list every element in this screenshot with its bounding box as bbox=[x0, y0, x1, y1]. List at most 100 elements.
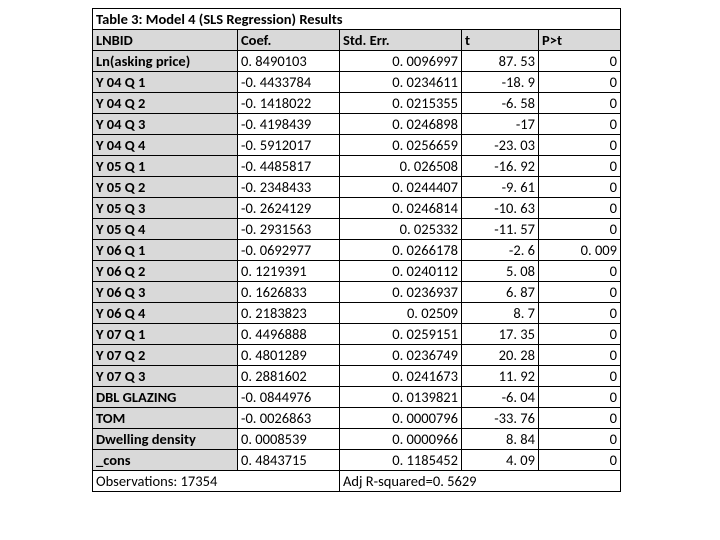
row-t: 8. 7 bbox=[462, 303, 539, 324]
row-se: 0. 0241673 bbox=[340, 366, 462, 387]
row-se: 0. 0240112 bbox=[340, 261, 462, 282]
table-row: Y 07 Q 30. 28816020. 024167311. 920 bbox=[93, 366, 621, 387]
row-coef: -0. 2624129 bbox=[238, 198, 340, 219]
row-var: Y 06 Q 4 bbox=[93, 303, 238, 324]
table-row: TOM-0. 00268630. 0000796-33. 760 bbox=[93, 408, 621, 429]
row-var: Y 06 Q 3 bbox=[93, 282, 238, 303]
row-coef: 0. 4801289 bbox=[238, 345, 340, 366]
row-coef: -0. 5912017 bbox=[238, 135, 340, 156]
col-var: LNBID bbox=[93, 30, 238, 51]
row-var: Y 06 Q 2 bbox=[93, 261, 238, 282]
row-p: 0 bbox=[539, 324, 621, 345]
row-se: 0. 025332 bbox=[340, 219, 462, 240]
row-coef: 0. 4843715 bbox=[238, 450, 340, 471]
row-p: 0 bbox=[539, 135, 621, 156]
row-t: 17. 35 bbox=[462, 324, 539, 345]
row-var: Y 05 Q 2 bbox=[93, 177, 238, 198]
table-row: Y 06 Q 40. 21838230. 025098. 70 bbox=[93, 303, 621, 324]
row-coef: -0. 0692977 bbox=[238, 240, 340, 261]
table-row: Ln(asking price)0. 84901030. 009699787. … bbox=[93, 51, 621, 72]
table-row: Y 05 Q 1-0. 44858170. 026508-16. 920 bbox=[93, 156, 621, 177]
row-p: 0 bbox=[539, 366, 621, 387]
row-coef: -0. 4433784 bbox=[238, 72, 340, 93]
row-p: 0 bbox=[539, 93, 621, 114]
footer-r2: Adj R-squared=0. 5629 bbox=[340, 471, 621, 492]
table-row: Y 06 Q 1-0. 06929770. 0266178-2. 60. 009 bbox=[93, 240, 621, 261]
row-coef: -0. 2348433 bbox=[238, 177, 340, 198]
row-var: _cons bbox=[93, 450, 238, 471]
row-se: 0. 0259151 bbox=[340, 324, 462, 345]
table-row: Y 05 Q 4-0. 29315630. 025332-11. 570 bbox=[93, 219, 621, 240]
row-se: 0. 0096997 bbox=[340, 51, 462, 72]
row-p: 0 bbox=[539, 408, 621, 429]
row-se: 0. 0244407 bbox=[340, 177, 462, 198]
row-var: Y 06 Q 1 bbox=[93, 240, 238, 261]
header-row: LNBID Coef. Std. Err. t P>t bbox=[93, 30, 621, 51]
row-p: 0 bbox=[539, 156, 621, 177]
row-se: 0. 0139821 bbox=[340, 387, 462, 408]
row-p: 0 bbox=[539, 51, 621, 72]
table-row: Y 04 Q 4-0. 59120170. 0256659-23. 030 bbox=[93, 135, 621, 156]
row-coef: 0. 2881602 bbox=[238, 366, 340, 387]
footer-obs: Observations: 17354 bbox=[93, 471, 340, 492]
row-coef: 0. 8490103 bbox=[238, 51, 340, 72]
row-var: Y 04 Q 1 bbox=[93, 72, 238, 93]
row-t: -10. 63 bbox=[462, 198, 539, 219]
row-var: Y 07 Q 1 bbox=[93, 324, 238, 345]
row-p: 0 bbox=[539, 219, 621, 240]
table-row: Y 04 Q 2-0. 14180220. 0215355-6. 580 bbox=[93, 93, 621, 114]
row-var: Y 05 Q 4 bbox=[93, 219, 238, 240]
row-coef: 0. 0008539 bbox=[238, 429, 340, 450]
row-se: 0. 02509 bbox=[340, 303, 462, 324]
row-se: 0. 1185452 bbox=[340, 450, 462, 471]
row-t: 11. 92 bbox=[462, 366, 539, 387]
row-var: Dwelling density bbox=[93, 429, 238, 450]
table-title-row: Table 3: Model 4 (SLS Regression) Result… bbox=[93, 9, 621, 30]
row-se: 0. 0000796 bbox=[340, 408, 462, 429]
col-p: P>t bbox=[539, 30, 621, 51]
regression-table: Table 3: Model 4 (SLS Regression) Result… bbox=[92, 8, 621, 492]
row-coef: -0. 4198439 bbox=[238, 114, 340, 135]
row-var: Y 04 Q 2 bbox=[93, 93, 238, 114]
row-p: 0 bbox=[539, 345, 621, 366]
row-p: 0. 009 bbox=[539, 240, 621, 261]
table-row: Y 04 Q 3-0. 41984390. 0246898-170 bbox=[93, 114, 621, 135]
table-row: Dwelling density0. 00085390. 00009668. 8… bbox=[93, 429, 621, 450]
row-se: 0. 0234611 bbox=[340, 72, 462, 93]
table-row: Y 07 Q 20. 48012890. 023674920. 280 bbox=[93, 345, 621, 366]
row-coef: 0. 1626833 bbox=[238, 282, 340, 303]
row-t: 20. 28 bbox=[462, 345, 539, 366]
row-se: 0. 0215355 bbox=[340, 93, 462, 114]
row-p: 0 bbox=[539, 198, 621, 219]
row-t: -9. 61 bbox=[462, 177, 539, 198]
row-se: 0. 0246898 bbox=[340, 114, 462, 135]
row-var: TOM bbox=[93, 408, 238, 429]
col-coef: Coef. bbox=[238, 30, 340, 51]
row-t: -6. 04 bbox=[462, 387, 539, 408]
row-p: 0 bbox=[539, 261, 621, 282]
row-coef: 0. 4496888 bbox=[238, 324, 340, 345]
row-p: 0 bbox=[539, 303, 621, 324]
row-t: -33. 76 bbox=[462, 408, 539, 429]
table-row: Y 06 Q 30. 16268330. 02369376. 870 bbox=[93, 282, 621, 303]
table-row: _cons0. 48437150. 11854524. 090 bbox=[93, 450, 621, 471]
row-var: Y 04 Q 3 bbox=[93, 114, 238, 135]
row-se: 0. 0246814 bbox=[340, 198, 462, 219]
row-var: Y 07 Q 3 bbox=[93, 366, 238, 387]
row-se: 0. 026508 bbox=[340, 156, 462, 177]
col-t: t bbox=[462, 30, 539, 51]
row-t: 87. 53 bbox=[462, 51, 539, 72]
row-coef: -0. 4485817 bbox=[238, 156, 340, 177]
row-p: 0 bbox=[539, 429, 621, 450]
row-se: 0. 0256659 bbox=[340, 135, 462, 156]
row-coef: 0. 2183823 bbox=[238, 303, 340, 324]
table-row: Y 06 Q 20. 12193910. 02401125. 080 bbox=[93, 261, 621, 282]
row-var: Y 05 Q 1 bbox=[93, 156, 238, 177]
row-t: -23. 03 bbox=[462, 135, 539, 156]
row-t: -6. 58 bbox=[462, 93, 539, 114]
table-row: Y 05 Q 3-0. 26241290. 0246814-10. 630 bbox=[93, 198, 621, 219]
row-se: 0. 0236749 bbox=[340, 345, 462, 366]
row-p: 0 bbox=[539, 387, 621, 408]
table-title: Table 3: Model 4 (SLS Regression) Result… bbox=[93, 9, 621, 30]
table-row: DBL GLAZING-0. 08449760. 0139821-6. 040 bbox=[93, 387, 621, 408]
